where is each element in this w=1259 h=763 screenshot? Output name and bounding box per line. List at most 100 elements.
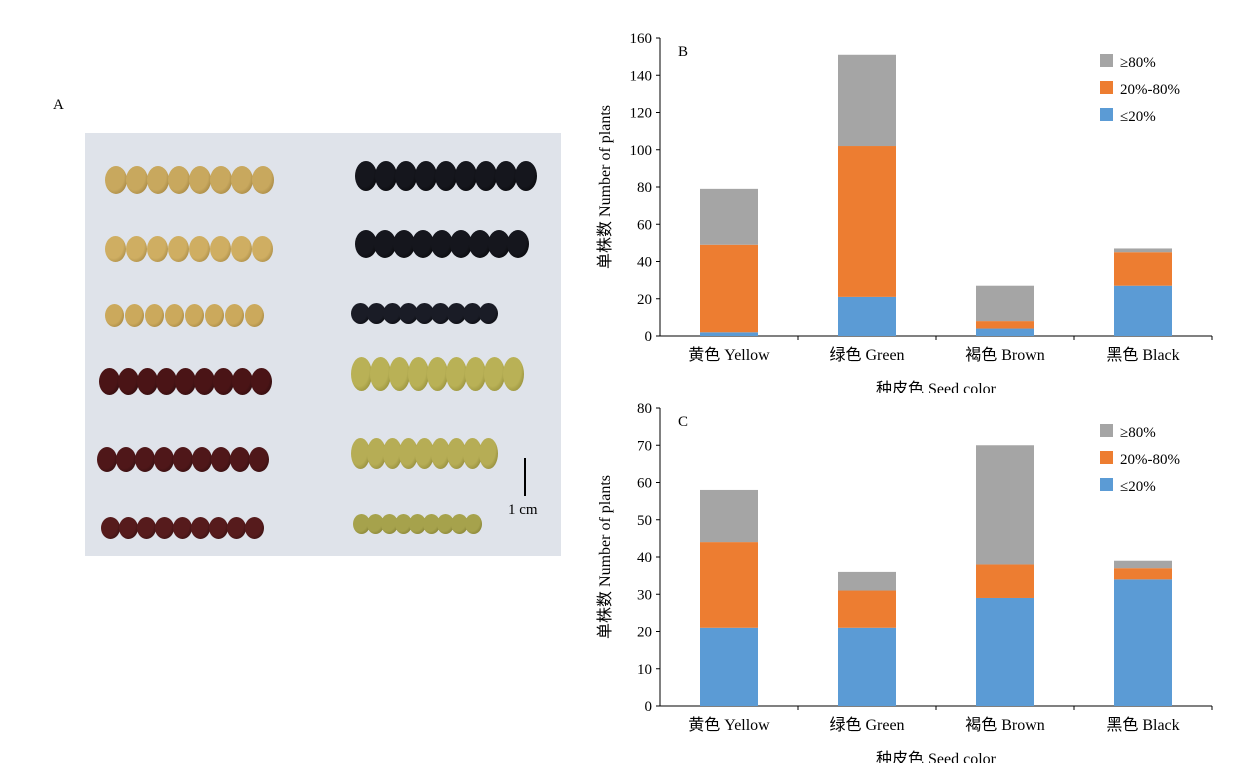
chart-b-xtick-label-3: 黑色 Black [1106, 346, 1179, 364]
chart-c-bar-0-0 [700, 627, 758, 706]
chart-b-legend-swatch-1 [1100, 81, 1113, 94]
chart-b-panel-label: B [678, 44, 688, 60]
seed-9-5 [431, 438, 450, 469]
chart-c-ytick-label-7: 70 [637, 438, 652, 454]
seed-10-5 [191, 517, 210, 539]
chart-c-legend-swatch-1 [1100, 451, 1113, 464]
chart-c-ytick-label-3: 30 [637, 587, 652, 603]
seed-0-6 [231, 166, 253, 194]
seed-8-0 [97, 447, 117, 472]
seed-10-8 [245, 517, 264, 539]
seed-7-5 [446, 357, 467, 391]
seed-0-3 [168, 166, 190, 194]
seed-3-5 [450, 230, 472, 258]
seed-2-1 [126, 236, 147, 262]
seed-9-2 [383, 438, 402, 469]
seed-5-3 [399, 303, 418, 324]
chart-c-bar-0-1 [700, 542, 758, 628]
seed-2-7 [252, 236, 273, 262]
seed-11-2 [381, 514, 398, 534]
scale-bar [524, 458, 526, 496]
chart-b-bar-0-2 [700, 188, 758, 245]
seed-2-4 [189, 236, 210, 262]
chart-b-legend-label-2: ≤20% [1120, 109, 1156, 125]
chart-b-ytick-label-0: 0 [645, 329, 653, 345]
seed-7-7 [484, 357, 505, 391]
chart-b-xtick-label-1: 绿色 Green [829, 346, 904, 364]
chart-b-ytick-label-1: 20 [637, 292, 652, 308]
chart-c-legend-label-1: 20%-80% [1120, 452, 1180, 468]
seed-11-7 [451, 514, 468, 534]
seed-3-0 [355, 230, 377, 258]
chart-c-bar-2-2 [976, 445, 1034, 565]
seed-2-3 [168, 236, 189, 262]
seed-6-5 [194, 368, 215, 395]
seed-9-1 [367, 438, 386, 469]
seed-1-1 [375, 161, 397, 191]
seed-3-1 [374, 230, 396, 258]
seed-0-4 [189, 166, 211, 194]
seed-2-2 [147, 236, 168, 262]
seed-7-2 [389, 357, 410, 391]
chart-c-xtick-label-3: 黑色 Black [1106, 716, 1179, 734]
seed-6-4 [175, 368, 196, 395]
seed-4-3 [165, 304, 184, 327]
chart-c-bar-1-0 [838, 627, 896, 706]
seed-8-3 [154, 447, 174, 472]
seed-2-5 [210, 236, 231, 262]
seed-11-3 [395, 514, 412, 534]
seed-4-1 [125, 304, 144, 327]
seed-1-7 [495, 161, 517, 191]
seed-1-2 [395, 161, 417, 191]
chart-b-bar-2-1 [976, 321, 1034, 329]
seed-8-4 [173, 447, 193, 472]
seed-4-0 [105, 304, 124, 327]
seed-6-6 [213, 368, 234, 395]
seed-10-1 [119, 517, 138, 539]
seed-5-7 [463, 303, 482, 324]
seed-10-6 [209, 517, 228, 539]
seed-11-5 [423, 514, 440, 534]
seed-6-7 [232, 368, 253, 395]
seed-0-2 [147, 166, 169, 194]
seed-3-2 [393, 230, 415, 258]
chart-b-bar-2-2 [976, 285, 1034, 322]
chart-c-bar-1-1 [838, 590, 896, 628]
chart-b-bar-0-1 [700, 244, 758, 333]
chart-c-bar-3-0 [1114, 579, 1172, 706]
seed-9-6 [447, 438, 466, 469]
chart-b-x-axis-title: 种皮色 Seed color [876, 380, 997, 393]
chart-c: 0 10 20 30 40 50 60 70 80 黄色 Yellow 绿色 Green 褐色 Bro… [596, 401, 1213, 763]
seed-0-5 [210, 166, 232, 194]
seed-4-5 [205, 304, 224, 327]
seed-5-4 [415, 303, 434, 324]
seed-11-8 [465, 514, 482, 534]
seed-10-0 [101, 517, 120, 539]
seed-5-0 [351, 303, 370, 324]
seed-1-0 [355, 161, 377, 191]
chart-b-bar-1-1 [838, 146, 896, 297]
seed-5-2 [383, 303, 402, 324]
chart-c-xtick-label-1: 绿色 Green [829, 716, 904, 734]
seed-7-8 [503, 357, 524, 391]
chart-c-xtick-label-2: 褐色 Brown [965, 716, 1045, 734]
seed-5-5 [431, 303, 450, 324]
seed-2-6 [231, 236, 252, 262]
chart-b-bar-2-0 [976, 328, 1034, 336]
seed-8-6 [211, 447, 231, 472]
chart-c-bar-2-1 [976, 564, 1034, 598]
chart-c-ytick-label-5: 50 [637, 513, 652, 529]
seed-7-0 [351, 357, 372, 391]
seed-3-6 [469, 230, 491, 258]
chart-b-xtick-label-2: 褐色 Brown [965, 346, 1045, 364]
chart-b-ytick-label-6: 120 [630, 106, 653, 122]
seed-5-8 [479, 303, 498, 324]
chart-b-ytick-label-8: 160 [630, 31, 653, 47]
seed-0-0 [105, 166, 127, 194]
scale-label: 1 cm [508, 502, 538, 518]
seed-10-7 [227, 517, 246, 539]
chart-c-legend-label-2: ≤20% [1120, 479, 1156, 495]
seed-9-3 [399, 438, 418, 469]
chart-c-bar-3-2 [1114, 560, 1172, 569]
seed-8-8 [249, 447, 269, 472]
